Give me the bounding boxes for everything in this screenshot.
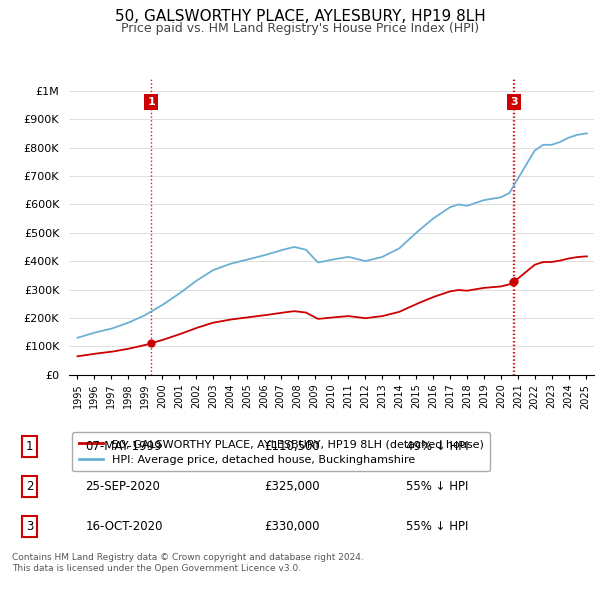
Text: 1: 1 <box>147 97 155 107</box>
Text: 07-MAY-1999: 07-MAY-1999 <box>85 440 162 453</box>
Text: 50, GALSWORTHY PLACE, AYLESBURY, HP19 8LH: 50, GALSWORTHY PLACE, AYLESBURY, HP19 8L… <box>115 9 485 24</box>
Text: 3: 3 <box>511 97 518 107</box>
Text: 49% ↓ HPI: 49% ↓ HPI <box>406 440 469 453</box>
Text: Price paid vs. HM Land Registry's House Price Index (HPI): Price paid vs. HM Land Registry's House … <box>121 22 479 35</box>
Text: 3: 3 <box>26 520 33 533</box>
Text: 1: 1 <box>26 440 33 453</box>
Text: 25-SEP-2020: 25-SEP-2020 <box>85 480 160 493</box>
Text: £330,000: £330,000 <box>265 520 320 533</box>
Text: £325,000: £325,000 <box>265 480 320 493</box>
Text: 2: 2 <box>26 480 33 493</box>
Text: 55% ↓ HPI: 55% ↓ HPI <box>406 520 468 533</box>
Legend: 50, GALSWORTHY PLACE, AYLESBURY, HP19 8LH (detached house), HPI: Average price, : 50, GALSWORTHY PLACE, AYLESBURY, HP19 8L… <box>72 432 490 471</box>
Text: 16-OCT-2020: 16-OCT-2020 <box>85 520 163 533</box>
Text: Contains HM Land Registry data © Crown copyright and database right 2024.
This d: Contains HM Land Registry data © Crown c… <box>12 553 364 573</box>
Text: 55% ↓ HPI: 55% ↓ HPI <box>406 480 468 493</box>
Text: £110,500: £110,500 <box>265 440 320 453</box>
